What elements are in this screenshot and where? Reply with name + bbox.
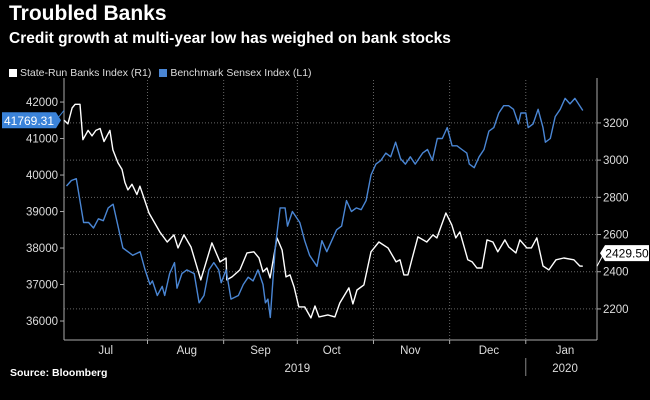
right-tick-label: 2600 — [603, 230, 629, 242]
left-tick-label: 38000 — [26, 243, 58, 255]
chart-title: Troubled Banks — [9, 2, 167, 25]
series-line-sensex — [65, 97, 584, 319]
last-value-tag-sensex — [2, 112, 61, 129]
right-tick-label: 2800 — [603, 192, 629, 204]
x-month-label: Sep — [250, 345, 270, 357]
x-month-label: Dec — [479, 345, 500, 357]
legend-label: State-Run Banks Index (R1) — [20, 67, 152, 79]
legend-swatch-blue — [159, 69, 168, 77]
legend-swatch-white — [9, 69, 17, 77]
right-tick-label: 2200 — [603, 304, 629, 316]
x-month-label: Oct — [323, 345, 342, 357]
series-line-state-banks — [63, 103, 583, 319]
last-value-tag-state-banks — [600, 245, 649, 262]
x-year-label: 2020 — [552, 363, 578, 375]
x-year-label: 2019 — [285, 363, 311, 375]
legend-item-sensex: Benchmark Sensex Index (L1) — [159, 67, 312, 79]
x-month-label: Nov — [400, 345, 421, 357]
chart-subtitle: Credit growth at multi-year low has weig… — [9, 30, 451, 47]
left-tick-label: 36000 — [26, 316, 58, 328]
left-tick-label: 42000 — [26, 97, 58, 109]
last-value-label-state-banks: 2429.50 — [605, 247, 649, 261]
right-tick-label: 3000 — [603, 155, 629, 167]
legend: State-Run Banks Index (R1) Benchmark Sen… — [9, 67, 312, 79]
source-note: Source: Bloomberg — [10, 367, 108, 379]
x-month-label: Jul — [98, 345, 113, 357]
left-tick-label: 40000 — [26, 170, 58, 182]
last-value-label-sensex: 41769.31 — [4, 114, 54, 128]
right-tick-label: 3200 — [603, 118, 629, 130]
legend-item-state-banks: State-Run Banks Index (R1) — [9, 67, 151, 79]
x-month-label: Aug — [177, 345, 197, 357]
left-tick-label: 41000 — [26, 134, 58, 146]
right-tick-label: 2400 — [603, 267, 629, 279]
left-tick-label: 39000 — [26, 207, 58, 219]
legend-label: Benchmark Sensex Index (L1) — [170, 67, 312, 79]
left-tick-label: 37000 — [26, 280, 58, 292]
x-month-label: Jan — [556, 345, 575, 357]
